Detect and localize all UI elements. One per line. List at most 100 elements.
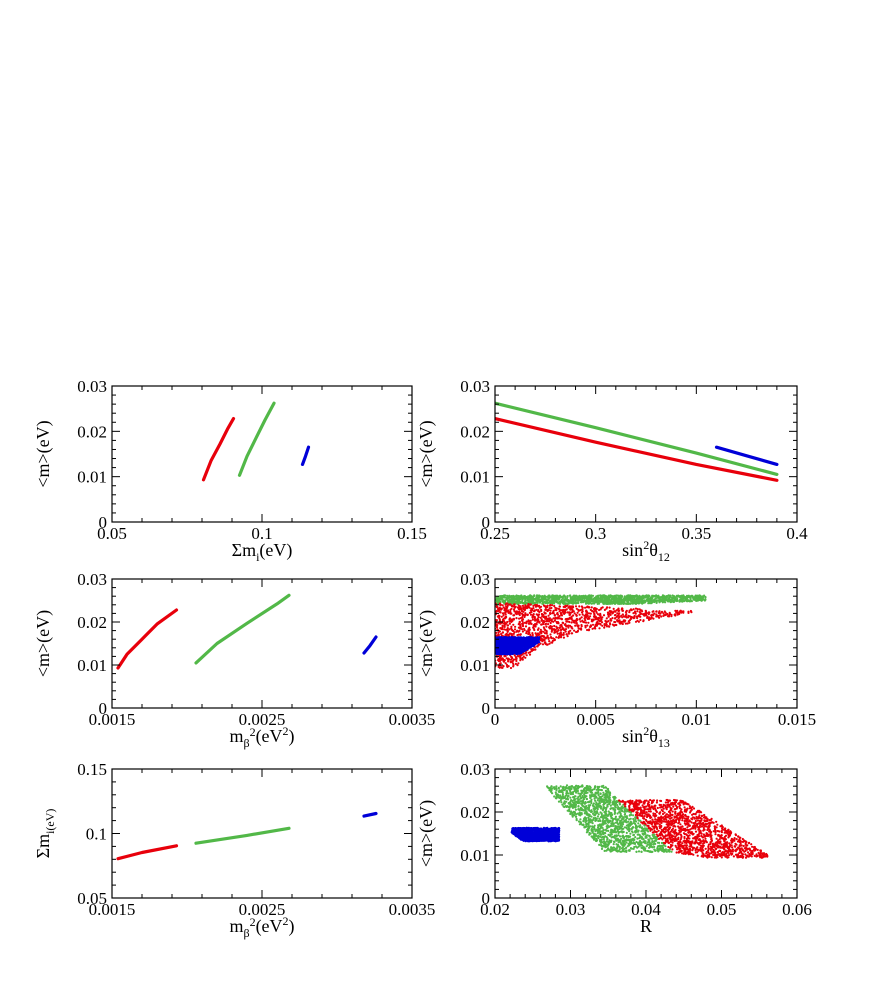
scatter-point — [524, 614, 527, 617]
scatter-point — [624, 602, 628, 605]
scatter-point — [544, 622, 548, 625]
scatter-point — [675, 611, 678, 614]
plot-area — [510, 784, 769, 859]
scatter-point — [506, 594, 509, 597]
scatter-point — [655, 615, 658, 618]
scatter-point — [522, 655, 525, 658]
scatter-point — [689, 597, 692, 600]
scatter-point — [646, 616, 649, 620]
scatter-point — [674, 614, 677, 617]
scatter-point — [529, 599, 533, 602]
scatter-point — [531, 607, 534, 611]
scatter-point — [561, 609, 564, 612]
scatter-point — [679, 595, 682, 598]
plot-area — [116, 811, 378, 861]
scatter-point — [566, 635, 569, 638]
scatter-point — [506, 628, 509, 631]
scatter-point — [596, 613, 600, 616]
scatter-point — [518, 621, 521, 624]
scatter-point — [616, 612, 619, 615]
y-tick-label: 0.02 — [77, 613, 107, 632]
scatter-point — [578, 597, 581, 600]
scatter-point — [579, 620, 582, 623]
scatter-point — [608, 612, 611, 616]
y-tick-label: 0.1 — [86, 825, 107, 844]
scatter-point — [516, 664, 519, 667]
scatter-point — [497, 614, 500, 617]
scatter-point — [580, 598, 583, 601]
scatter-point — [595, 607, 598, 611]
scatter-point — [631, 602, 635, 605]
scatter-point — [531, 618, 535, 621]
y-tick-label: 0.03 — [77, 377, 107, 396]
scatter-point — [626, 602, 630, 605]
scatter-point — [578, 595, 581, 598]
scatter-point — [522, 610, 525, 613]
scatter-point — [678, 600, 681, 603]
scatter-point — [500, 615, 503, 618]
scatter-point — [509, 642, 512, 645]
scatter-point — [641, 594, 645, 597]
scatter-point — [642, 619, 645, 622]
scatter-point — [662, 614, 665, 618]
scatter-point — [518, 643, 521, 646]
scatter-point — [543, 612, 547, 615]
scatter-point — [496, 605, 499, 609]
scatter-point — [562, 605, 565, 609]
scatter-point — [518, 646, 521, 649]
scatter-point — [525, 644, 528, 648]
scatter-point — [594, 623, 597, 627]
scatter-point — [575, 622, 578, 625]
scatter-point — [502, 612, 505, 615]
scatter-point — [611, 600, 615, 603]
scatter-point — [529, 651, 532, 654]
scatter-point — [625, 609, 628, 612]
scatter-point — [510, 628, 514, 632]
scatter-point — [500, 598, 503, 601]
scatter-point — [504, 603, 507, 606]
scatter-point — [581, 606, 584, 609]
scatter-point — [663, 610, 666, 613]
scatter-point — [524, 612, 527, 615]
scatter-point — [524, 656, 527, 659]
scatter-point — [566, 618, 569, 621]
scatter-point — [587, 621, 590, 624]
scatter-point — [659, 612, 662, 615]
scatter-point — [700, 596, 704, 599]
scatter-point — [650, 599, 654, 602]
scatter-point — [517, 596, 521, 600]
scatter-point — [590, 620, 593, 623]
scatter-point — [553, 600, 556, 603]
scatter-point — [614, 621, 617, 624]
scatter-point — [546, 601, 549, 605]
scatter-point — [542, 635, 545, 639]
scatter-point — [638, 611, 641, 614]
scatter-point — [592, 602, 596, 605]
scatter-point — [496, 610, 500, 613]
scatter-point — [704, 598, 707, 601]
scatter-point — [540, 613, 544, 616]
scatter-point — [602, 602, 605, 605]
scatter-point — [570, 607, 573, 610]
scatter-point — [523, 649, 526, 653]
scatter-point — [586, 614, 589, 618]
scatter-point — [632, 612, 635, 615]
scatter-point — [603, 595, 606, 598]
scatter-point — [609, 600, 612, 603]
scatter-point — [506, 609, 509, 612]
scatter-point — [633, 596, 636, 599]
scatter-region-2 — [495, 602, 693, 670]
plot-area — [495, 594, 707, 670]
scatter-point — [694, 595, 697, 598]
scatter-point — [566, 620, 569, 623]
scatter-point — [552, 617, 555, 620]
scatter-point — [625, 595, 628, 598]
y-tick-label: 0.02 — [460, 613, 490, 632]
scatter-point — [620, 622, 623, 625]
scatter-point — [524, 600, 527, 604]
scatter-point — [546, 604, 549, 607]
scatter-point — [531, 602, 534, 605]
scatter-point — [528, 626, 531, 630]
scatter-point — [549, 612, 552, 615]
scatter-point — [518, 613, 521, 617]
